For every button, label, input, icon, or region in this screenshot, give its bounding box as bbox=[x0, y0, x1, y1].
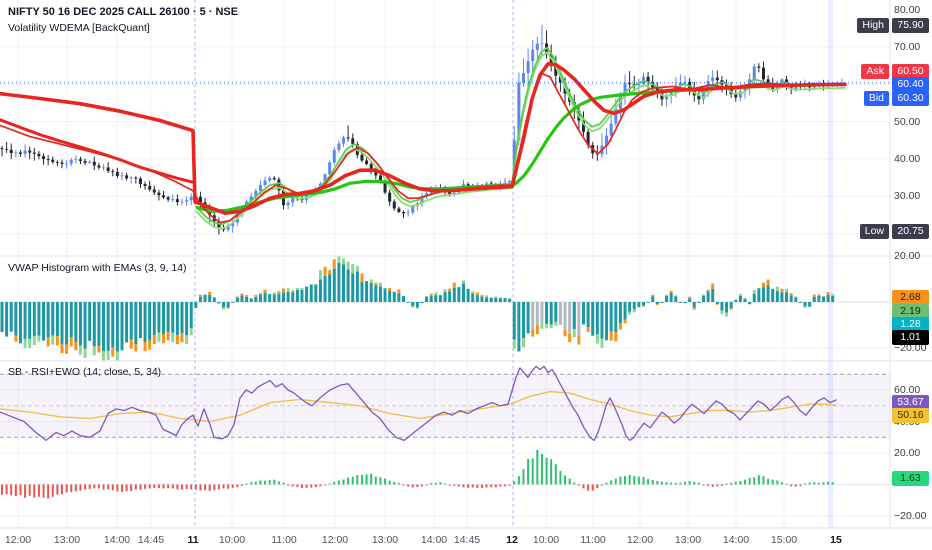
time-label: 12:00 bbox=[4, 534, 32, 546]
time-label: 14:45 bbox=[453, 534, 481, 546]
axis-badge-bid: 60.30 bbox=[892, 90, 929, 106]
time-label: 11:00 bbox=[580, 534, 606, 546]
axis-tag-ask: Ask bbox=[861, 63, 889, 79]
axis-badge-vwap-ema9: 2.19 bbox=[892, 303, 929, 319]
symbol-title[interactable]: NIFTY 50 16 DEC 2025 CALL 26100 · 5 · NS… bbox=[8, 6, 239, 18]
axis-badge-rsi: 53.67 bbox=[892, 394, 929, 410]
price-tick: 40.00 bbox=[894, 153, 921, 165]
price-tick: −20.00 bbox=[894, 342, 927, 354]
panel-borders bbox=[0, 0, 932, 529]
time-label: 14:45 bbox=[137, 534, 165, 546]
time-label: 13:00 bbox=[371, 534, 399, 546]
axis-tag-bid: Bid bbox=[863, 90, 889, 106]
day-separator-lines bbox=[194, 0, 514, 528]
time-label: 12:00 bbox=[321, 534, 349, 546]
time-label: 10:00 bbox=[532, 534, 560, 546]
price-tick: 30.00 bbox=[894, 190, 921, 202]
axis-badge-vwap-ema14: 1.28 bbox=[892, 316, 929, 332]
time-label: 10:00 bbox=[218, 534, 246, 546]
axis-badge-low: 20.75 bbox=[892, 223, 929, 239]
price-tick: 80.00 bbox=[894, 4, 921, 16]
price-tick: 20.00 bbox=[894, 447, 921, 459]
time-label-day: 11 bbox=[187, 534, 199, 546]
axis-badge-ask: 60.50 bbox=[892, 63, 929, 79]
time-label: 14:00 bbox=[103, 534, 131, 546]
axis-badge-rsi-ma: 50.16 bbox=[892, 408, 929, 423]
axis-tag-high: High bbox=[857, 17, 889, 33]
time-label: 11:00 bbox=[271, 534, 297, 546]
time-label: 13:00 bbox=[674, 534, 702, 546]
time-label: 13:00 bbox=[53, 534, 81, 546]
axis-badge-ewo: 1.63 bbox=[892, 470, 929, 486]
axis-badge-vwap-hist: 1.01 bbox=[892, 330, 929, 345]
axis-badge-vwap-ema3: 2.68 bbox=[892, 289, 929, 305]
price-tick: −20.00 bbox=[894, 510, 927, 522]
gridlines-layer bbox=[0, 0, 890, 528]
rsi-lines-layer bbox=[0, 365, 837, 442]
time-label: 14:00 bbox=[420, 534, 448, 546]
price-tick: 20.00 bbox=[894, 250, 921, 262]
price-tick: 50.00 bbox=[894, 116, 921, 128]
axis-badge-high: 75.90 bbox=[892, 17, 929, 33]
price-tick: 70.00 bbox=[894, 41, 921, 53]
vwap-histogram-layer bbox=[0, 256, 835, 361]
price-tick: 60.00 bbox=[894, 384, 921, 396]
price-overlays-layer bbox=[0, 46, 847, 230]
main-chart-legend[interactable]: NIFTY 50 16 DEC 2025 CALL 26100 · 5 · NS… bbox=[8, 5, 238, 36]
axis-tag-low: Low bbox=[859, 223, 889, 239]
indicator-title[interactable]: Volatility WDEMA [BackQuant] bbox=[8, 22, 150, 34]
time-label: 14:00 bbox=[722, 534, 750, 546]
vwap-pane-legend[interactable]: VWAP Histogram with EMAs (3, 9, 14) bbox=[8, 262, 187, 274]
ewo-histogram-layer bbox=[1, 449, 834, 499]
time-label-day: 15 bbox=[830, 534, 842, 546]
time-label: 12:00 bbox=[626, 534, 654, 546]
time-label: 15:00 bbox=[770, 534, 798, 546]
session-start-band bbox=[828, 0, 833, 528]
time-label-day: 12 bbox=[506, 534, 518, 546]
rsi-band-layer bbox=[0, 373, 890, 438]
rsi-pane-legend[interactable]: SB - RSI+EWO (14; close, 5, 34) bbox=[8, 366, 162, 378]
axis-badge-last: 60.40 bbox=[892, 77, 929, 92]
